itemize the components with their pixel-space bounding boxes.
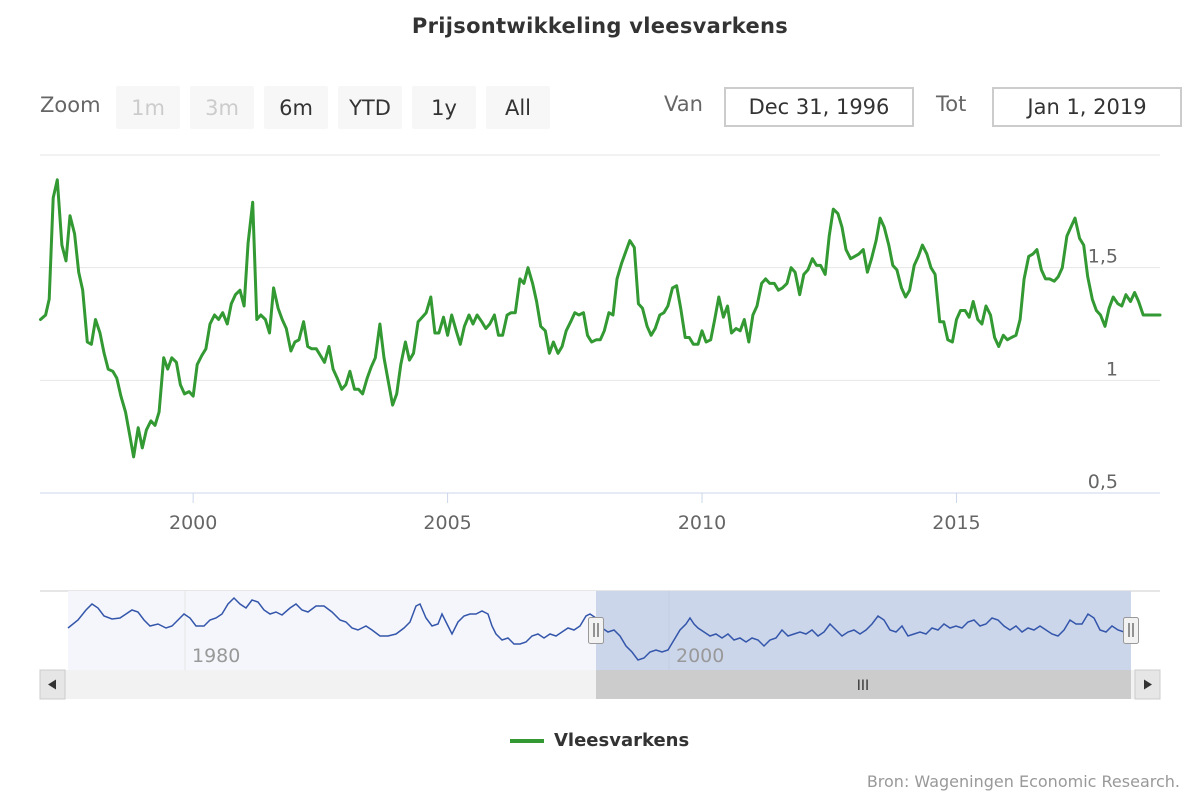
zoom-all-button[interactable]: All: [486, 86, 550, 129]
range-from-input[interactable]: Dec 31, 1996: [724, 87, 914, 127]
navigator-unselected-area: [68, 591, 596, 670]
series-line-vleesvarkens[interactable]: [39, 178, 1162, 459]
grid: [40, 154, 1160, 494]
x-tick-label: 2010: [678, 512, 726, 534]
navigator-selected-range[interactable]: [596, 591, 1131, 670]
credits[interactable]: Bron: Wageningen Economic Research.: [866, 772, 1180, 791]
zoom-label: Zoom: [40, 93, 101, 117]
legend-line-symbol: [510, 738, 544, 743]
x-tick-label: 2005: [423, 512, 471, 534]
navigator-tick-1980: 1980: [192, 645, 240, 667]
x-axis: 2000 2005 2010 2015: [169, 493, 981, 534]
y-tick-label: 1,5: [1088, 246, 1118, 268]
navigator-right-handle[interactable]: [1123, 617, 1139, 644]
chevron-right-icon: [1144, 679, 1152, 690]
series-layer: [39, 178, 1162, 459]
zoom-6m-button[interactable]: 6m: [264, 86, 328, 129]
range-to-label: Tot: [936, 92, 967, 116]
range-from-label: Van: [664, 92, 703, 116]
legend-item[interactable]: Vleesvarkens: [510, 730, 689, 751]
y-tick-label: 1: [1106, 358, 1118, 380]
zoom-1y-button[interactable]: 1y: [412, 86, 476, 129]
scrollbar[interactable]: III: [39, 669, 1161, 700]
scrollbar-thumb[interactable]: [596, 670, 1131, 699]
range-to-input[interactable]: Jan 1, 2019: [992, 87, 1182, 127]
scrollbar-grip: III: [857, 678, 869, 694]
legend-label: Vleesvarkens: [554, 730, 690, 751]
navigator-left-handle[interactable]: [588, 617, 604, 644]
chevron-left-icon: [48, 679, 56, 690]
zoom-ytd-button[interactable]: YTD: [338, 86, 402, 129]
zoom-1m-button[interactable]: 1m: [116, 86, 180, 129]
zoom-3m-button[interactable]: 3m: [190, 86, 254, 129]
y-axis-labels: 0,5 1 1,5: [1088, 246, 1118, 493]
x-tick-label: 2000: [169, 512, 217, 534]
navigator-series-line: [67, 596, 1131, 661]
x-tick-label: 2015: [932, 512, 980, 534]
navigator-tick-2000: 2000: [676, 645, 724, 667]
y-tick-label: 0,5: [1088, 471, 1118, 493]
chart-title: Prijsontwikkeling vleesvarkens: [411, 14, 789, 38]
navigator[interactable]: 1980 2000: [40, 590, 1160, 670]
